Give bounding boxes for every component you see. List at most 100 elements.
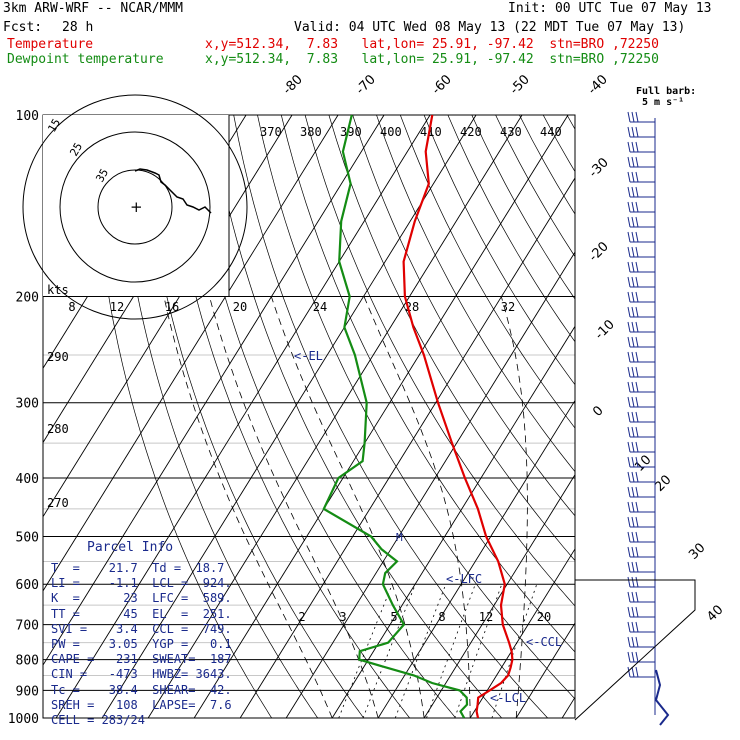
isotherm-line (55, 115, 431, 718)
barb-flag (635, 276, 639, 288)
temperature-top-label: -60 (429, 72, 455, 98)
pressure-label: 500 (16, 530, 39, 545)
barb-flag (635, 531, 639, 543)
barb-flag (627, 276, 631, 288)
barb-flag (635, 486, 639, 498)
barb-flag (631, 471, 635, 483)
isotherm-line (515, 622, 575, 718)
temperature-side-label: 20 (652, 473, 674, 495)
isotherm-line (43, 115, 293, 518)
wind-barb (627, 246, 655, 258)
wind-barb (627, 366, 655, 378)
barb-flag (631, 531, 635, 543)
barb-flag (631, 411, 635, 423)
barb-flag (627, 531, 631, 543)
wind-barb (627, 486, 655, 498)
wind-barb (627, 651, 655, 663)
mixing-ratio-line (362, 584, 416, 718)
barb-flag (635, 156, 639, 168)
barb-flag (627, 351, 631, 363)
barb-flag (631, 576, 635, 588)
barb-flag (631, 276, 635, 288)
barb-flag (627, 426, 631, 438)
barb-flag (635, 306, 639, 318)
wind-barb (627, 186, 655, 198)
hodograph-ring (97, 169, 173, 245)
barb-flag (627, 606, 631, 618)
wind-barb (627, 621, 655, 633)
wind-barb (627, 261, 655, 273)
barb-flag (627, 246, 631, 258)
parcel-info-row: K = 23 LFC = 589. (51, 591, 232, 606)
barb-flag (635, 441, 639, 453)
barb-flag (627, 471, 631, 483)
barb-flag (631, 651, 635, 663)
barb-flag (635, 576, 639, 588)
wind-barb (627, 591, 655, 603)
barb-flag (631, 366, 635, 378)
barb-flag (631, 246, 635, 258)
barb-flag (627, 261, 631, 273)
barb-flag (627, 201, 631, 213)
legend-temperature-info: x,y=512.34, 7.83 lat,lon= 25.91, -97.42 … (205, 37, 659, 52)
barb-flag (635, 261, 639, 273)
dry-adiabat-line (352, 115, 575, 517)
barb-flag (627, 216, 631, 228)
theta-side-label: 290 (47, 350, 69, 364)
barb-flag (627, 171, 631, 183)
barb-flag (627, 456, 631, 468)
barb-flag (635, 111, 639, 123)
wind-barb (627, 576, 655, 588)
barb-flag (631, 561, 635, 573)
speed-scale-label: 12 (110, 300, 124, 314)
isotherm-line (147, 115, 523, 718)
wind-barb (627, 471, 655, 483)
barb-flag (635, 546, 639, 558)
annotation-lcl: <-LCL (490, 691, 526, 705)
hodograph-ring-label: 35 (93, 167, 111, 185)
barb-flag (631, 441, 635, 453)
hodograph-trace (134, 168, 212, 214)
annotation-el: <-EL (294, 349, 323, 363)
barb-flag (631, 291, 635, 303)
sounding-lines (322, 115, 514, 718)
barb-flag (635, 171, 639, 183)
barb-flag (627, 156, 631, 168)
wind-barb (627, 396, 655, 408)
legend-temperature-label: Temperature (7, 37, 94, 52)
isotherm-line (239, 177, 575, 718)
diagram-grid (43, 115, 575, 718)
dry-adiabat-line (423, 115, 575, 386)
isotherm-line (423, 473, 575, 718)
annotation-ccl: <-CCL (526, 635, 562, 649)
dry-adiabat-line (447, 115, 575, 343)
barb-flag (635, 291, 639, 303)
wind-barb (627, 126, 655, 138)
legend-dewpoint-info: x,y=512.34, 7.83 lat,lon= 25.91, -97.42 … (205, 52, 659, 67)
plot-border (42, 114, 576, 719)
mixing-ratio-line (394, 584, 447, 718)
wind-barb (627, 291, 655, 303)
wind-barb (627, 216, 655, 228)
theta-label: 370 (260, 125, 282, 139)
pressure-label: 900 (16, 684, 39, 699)
level-annotations: <-EL <-LFC <-CCL <-LCL M (294, 349, 562, 705)
barb-flag (631, 216, 635, 228)
barb-flag (627, 126, 631, 138)
mixing-ratio-label: 5 (390, 610, 397, 624)
parcel-info-row: CELL = 283/24 (51, 713, 145, 727)
temperature-top-label: -80 (280, 72, 306, 98)
barb-flag (631, 306, 635, 318)
temperature-side-label: 30 (686, 541, 708, 563)
wind-barb (627, 426, 655, 438)
barb-flag (627, 666, 631, 678)
wind-barb (627, 231, 655, 243)
speed-scale-label: 8 (68, 300, 75, 314)
hodograph-origin: + (130, 198, 143, 216)
barb-flag (627, 396, 631, 408)
barb-flag (635, 246, 639, 258)
barb-flag (635, 126, 639, 138)
wind-barb (627, 321, 655, 333)
barb-flag (631, 231, 635, 243)
